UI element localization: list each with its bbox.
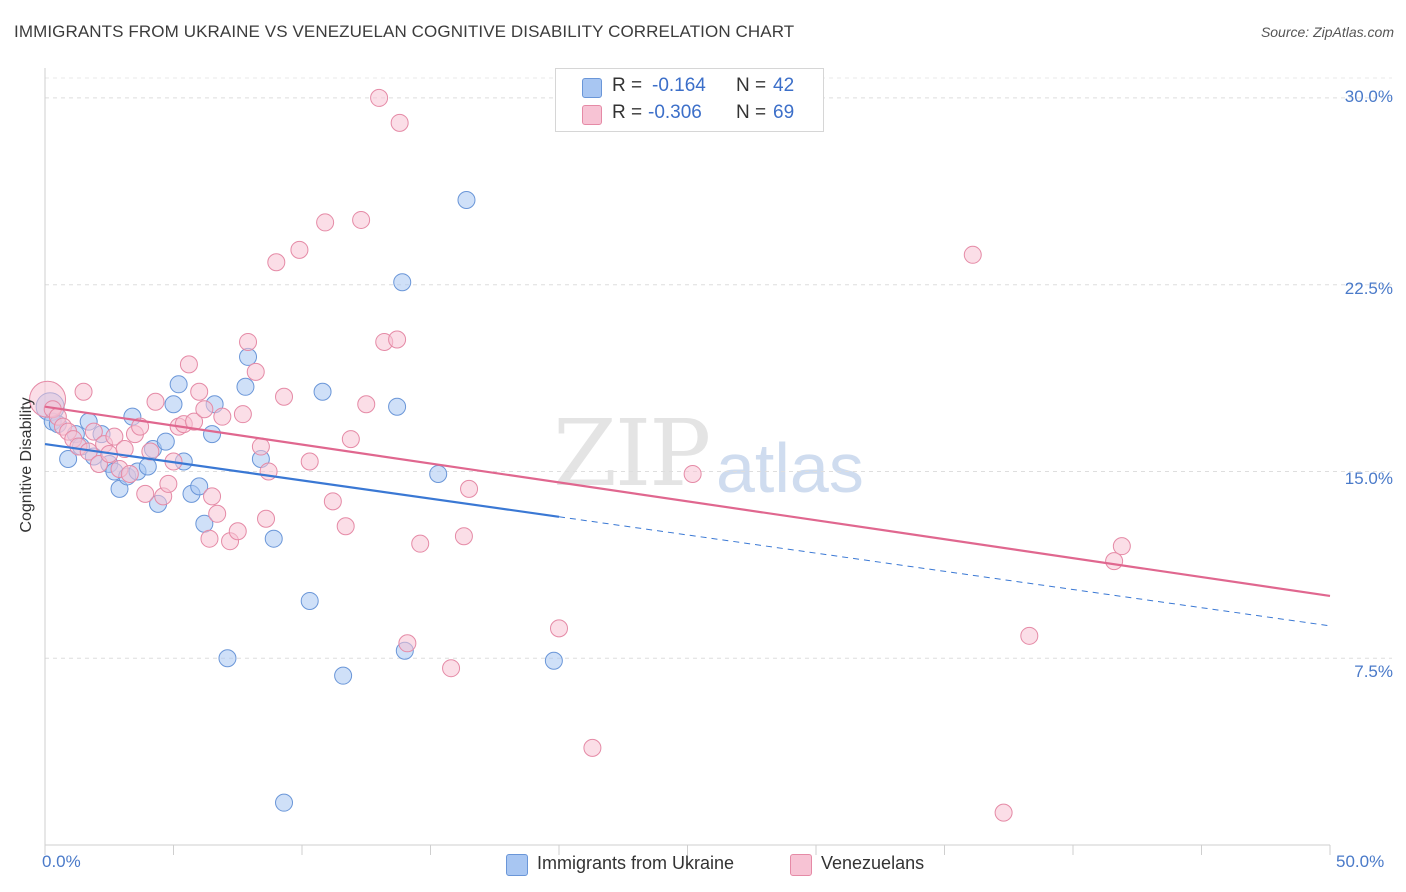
- venezuelan-point: [454, 527, 473, 546]
- ukraine-point: [264, 529, 283, 548]
- ukraine-point: [169, 375, 188, 394]
- venezuelan-point: [159, 474, 178, 493]
- venezuelans-swatch: [582, 105, 602, 125]
- bottom-legend-venezuelans-swatch: [790, 854, 812, 876]
- venezuelan-point: [190, 382, 209, 401]
- venezuelan-point: [550, 619, 568, 638]
- y-axis-label-wrap: Cognitive Disability: [17, 397, 37, 532]
- venezuelan-point: [115, 440, 134, 459]
- venezuelan-point: [251, 437, 270, 456]
- r-label: R =: [612, 75, 643, 96]
- ukraine-trendline: [44, 442, 560, 518]
- ukraine-point: [59, 450, 78, 469]
- ukraine-trendline-extension: [558, 516, 1331, 627]
- bottom-legend-venezuelans-label: Venezuelans: [821, 853, 925, 873]
- venezuelan-point: [179, 355, 198, 374]
- venezuelan-point: [323, 492, 342, 511]
- x-tick-label: 50.0%: [1336, 852, 1385, 871]
- venezuelan-point: [275, 387, 294, 406]
- ukraine-point: [388, 397, 407, 416]
- venezuelan-point: [239, 332, 258, 351]
- venezuelan-point: [341, 430, 360, 449]
- venezuelan-point: [411, 534, 430, 553]
- y-tick-label: 30.0%: [1344, 87, 1393, 106]
- ukraine-point: [190, 477, 209, 496]
- ukraine-point: [236, 377, 255, 396]
- n-value: 42: [773, 75, 795, 96]
- y-tick-label: 7.5%: [1354, 662, 1393, 681]
- venezuelan-point: [316, 213, 335, 232]
- venezuelan-point: [267, 253, 286, 272]
- ukraine-point: [457, 191, 476, 210]
- source-credit: Source: ZipAtlas.com: [1260, 24, 1394, 40]
- venezuelan-point: [398, 634, 417, 653]
- bottom-legend-ukraine-label: Immigrants from Ukraine: [537, 853, 735, 873]
- n-label: N =: [736, 75, 767, 96]
- ukraine-point: [203, 425, 222, 444]
- venezuelan-point: [683, 464, 702, 483]
- venezuelan-point: [136, 484, 155, 503]
- venezuelan-point: [963, 245, 982, 264]
- venezuelan-point: [105, 427, 124, 446]
- venezuelan-point: [994, 803, 1013, 822]
- venezuelan-point: [370, 88, 389, 107]
- y-axis-label: Cognitive Disability: [18, 397, 35, 533]
- venezuelan-point: [1105, 552, 1124, 571]
- venezuelan-point: [388, 330, 407, 349]
- venezuelan-point: [357, 395, 376, 414]
- ukraine-point: [218, 649, 237, 668]
- venezuelan-point: [228, 522, 247, 541]
- r-value: -0.164: [652, 75, 706, 96]
- venezuelan-point: [460, 479, 479, 498]
- venezuelan-point: [74, 382, 93, 401]
- ukraine-point: [164, 395, 183, 414]
- ukraine-point: [275, 793, 294, 812]
- venezuelan-point: [352, 210, 371, 229]
- y-tick-label: 15.0%: [1344, 469, 1393, 488]
- venezuelan-point: [246, 362, 265, 381]
- venezuelan-point: [120, 464, 139, 483]
- n-value: 69: [773, 102, 795, 123]
- ukraine-point: [156, 432, 175, 451]
- x-tick-label: 0.0%: [42, 852, 81, 871]
- venezuelan-trendline: [44, 405, 1331, 598]
- venezuelan-point: [442, 659, 461, 678]
- watermark-zip: ZIP: [553, 400, 711, 507]
- ukraine-point: [429, 464, 448, 483]
- venezuelan-point: [213, 407, 232, 426]
- ukraine-point: [300, 591, 319, 610]
- venezuelan-point: [185, 412, 204, 431]
- venezuelan-point: [146, 392, 165, 411]
- venezuelan-point: [200, 529, 219, 548]
- ukraine-swatch: [582, 78, 602, 98]
- r-value: -0.306: [648, 102, 702, 123]
- ukraine-point: [334, 666, 353, 685]
- ukraine-point: [544, 651, 563, 670]
- r-label: R =: [612, 102, 643, 123]
- venezuelan-point: [290, 240, 309, 259]
- venezuelan-point: [257, 509, 276, 528]
- venezuelan-point: [390, 113, 409, 132]
- venezuelan-point: [233, 405, 252, 424]
- ukraine-point: [313, 382, 332, 401]
- y-tick-label: 22.5%: [1344, 279, 1393, 298]
- ukraine-point: [393, 273, 412, 292]
- venezuelan-point: [195, 400, 214, 419]
- venezuelan-point: [300, 452, 319, 471]
- venezuelan-point: [1020, 626, 1039, 645]
- venezuelan-point: [208, 504, 227, 523]
- correlation-legend: R = -0.164 N = 42 R = -0.306 N = 69: [555, 68, 824, 132]
- venezuelan-point: [84, 422, 103, 441]
- venezuelan-point: [583, 738, 602, 757]
- n-label: N =: [736, 102, 767, 123]
- bottom-legend-ukraine-swatch: [506, 854, 528, 876]
- venezuelan-point: [336, 517, 355, 536]
- chart-title: IMMIGRANTS FROM UKRAINE VS VENEZUELAN CO…: [14, 22, 795, 41]
- venezuelan-point: [1112, 537, 1131, 556]
- venezuelan-point: [203, 487, 222, 506]
- watermark-atlas: atlas: [716, 429, 864, 507]
